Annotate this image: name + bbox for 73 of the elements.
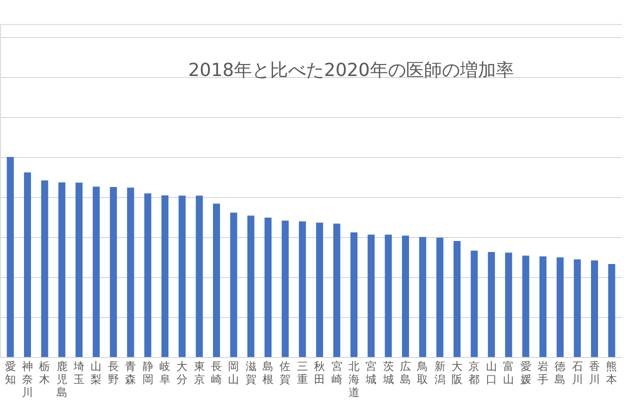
bar — [350, 232, 358, 357]
bar — [505, 252, 512, 357]
bar — [178, 196, 186, 357]
x-tick-label: 京都 — [468, 360, 480, 386]
bar — [264, 218, 272, 357]
x-tick-label: 秋田 — [314, 360, 326, 386]
bar — [298, 221, 306, 357]
bar — [24, 172, 31, 357]
bar — [556, 257, 564, 357]
bar — [402, 236, 410, 357]
x-tick-label: 大阪 — [452, 360, 463, 386]
bar — [92, 186, 100, 357]
x-tick-label: 熊本 — [606, 360, 618, 386]
x-tick-label: 鹿児島 — [56, 360, 68, 399]
x-tick-label: 香川 — [589, 360, 600, 386]
x-tick-label: 宮崎 — [331, 360, 342, 386]
x-tick-label: 茨城 — [382, 360, 394, 386]
x-tick-label: 長崎 — [210, 360, 222, 386]
bar — [368, 234, 375, 357]
bar — [591, 260, 598, 357]
bar — [247, 216, 254, 357]
x-tick-label: 鳥取 — [416, 360, 428, 386]
x-tick-label: 岩手 — [537, 360, 548, 386]
bar — [488, 252, 495, 357]
bar — [608, 264, 616, 357]
x-tick-label: 北海道 — [348, 360, 360, 399]
bar — [454, 241, 461, 357]
bar — [522, 256, 530, 357]
bar — [161, 195, 168, 357]
x-tick-label: 島根 — [262, 360, 274, 386]
chart-title: 2018年と比べた2020年の医師の増加率 — [188, 60, 514, 81]
bar — [212, 204, 220, 357]
x-tick-label: 滋賀 — [245, 360, 256, 386]
x-tick-label: 大分 — [176, 360, 188, 386]
bar — [196, 196, 203, 357]
x-tick-label: 広島 — [400, 360, 412, 386]
x-tick-label: 青森 — [125, 360, 136, 386]
x-tick-label: 岡山 — [228, 360, 240, 386]
bar — [230, 212, 238, 357]
bar — [144, 193, 152, 357]
bar — [127, 188, 134, 357]
bar — [384, 234, 392, 357]
x-tick-label: 富山 — [503, 360, 514, 386]
x-tick-label: 静岡 — [142, 360, 154, 386]
x-tick-label: 宮城 — [364, 360, 377, 386]
x-tick-label: 東京 — [194, 360, 205, 386]
x-tick-label: 神奈川 — [22, 360, 33, 399]
bar — [539, 256, 546, 357]
x-tick-label: 長野 — [108, 360, 119, 386]
bar — [436, 238, 444, 357]
bar — [58, 182, 66, 357]
bar — [110, 187, 117, 357]
x-tick-label: 岐阜 — [159, 360, 170, 386]
bar — [76, 182, 83, 357]
bar — [470, 250, 478, 357]
x-tick-label: 三重 — [296, 360, 308, 386]
bar — [6, 157, 14, 357]
bar — [574, 259, 581, 357]
x-tick-label: 石川 — [572, 360, 583, 386]
bar — [419, 237, 426, 357]
bar — [333, 224, 340, 357]
bar — [316, 222, 324, 357]
x-tick-label: 愛媛 — [520, 360, 532, 386]
x-tick-label: 愛知 — [4, 360, 16, 386]
x-tick-label: 徳島 — [554, 360, 566, 386]
x-tick-label: 山口 — [486, 360, 497, 386]
x-tick-label: 栃木 — [39, 360, 50, 386]
x-tick-label: 佐賀 — [280, 360, 291, 386]
x-tick-label: 新潟 — [434, 360, 446, 386]
bar — [282, 220, 289, 357]
bar — [41, 180, 48, 357]
x-tick-label: 埼玉 — [72, 360, 85, 386]
x-tick-label: 山梨 — [90, 360, 102, 386]
